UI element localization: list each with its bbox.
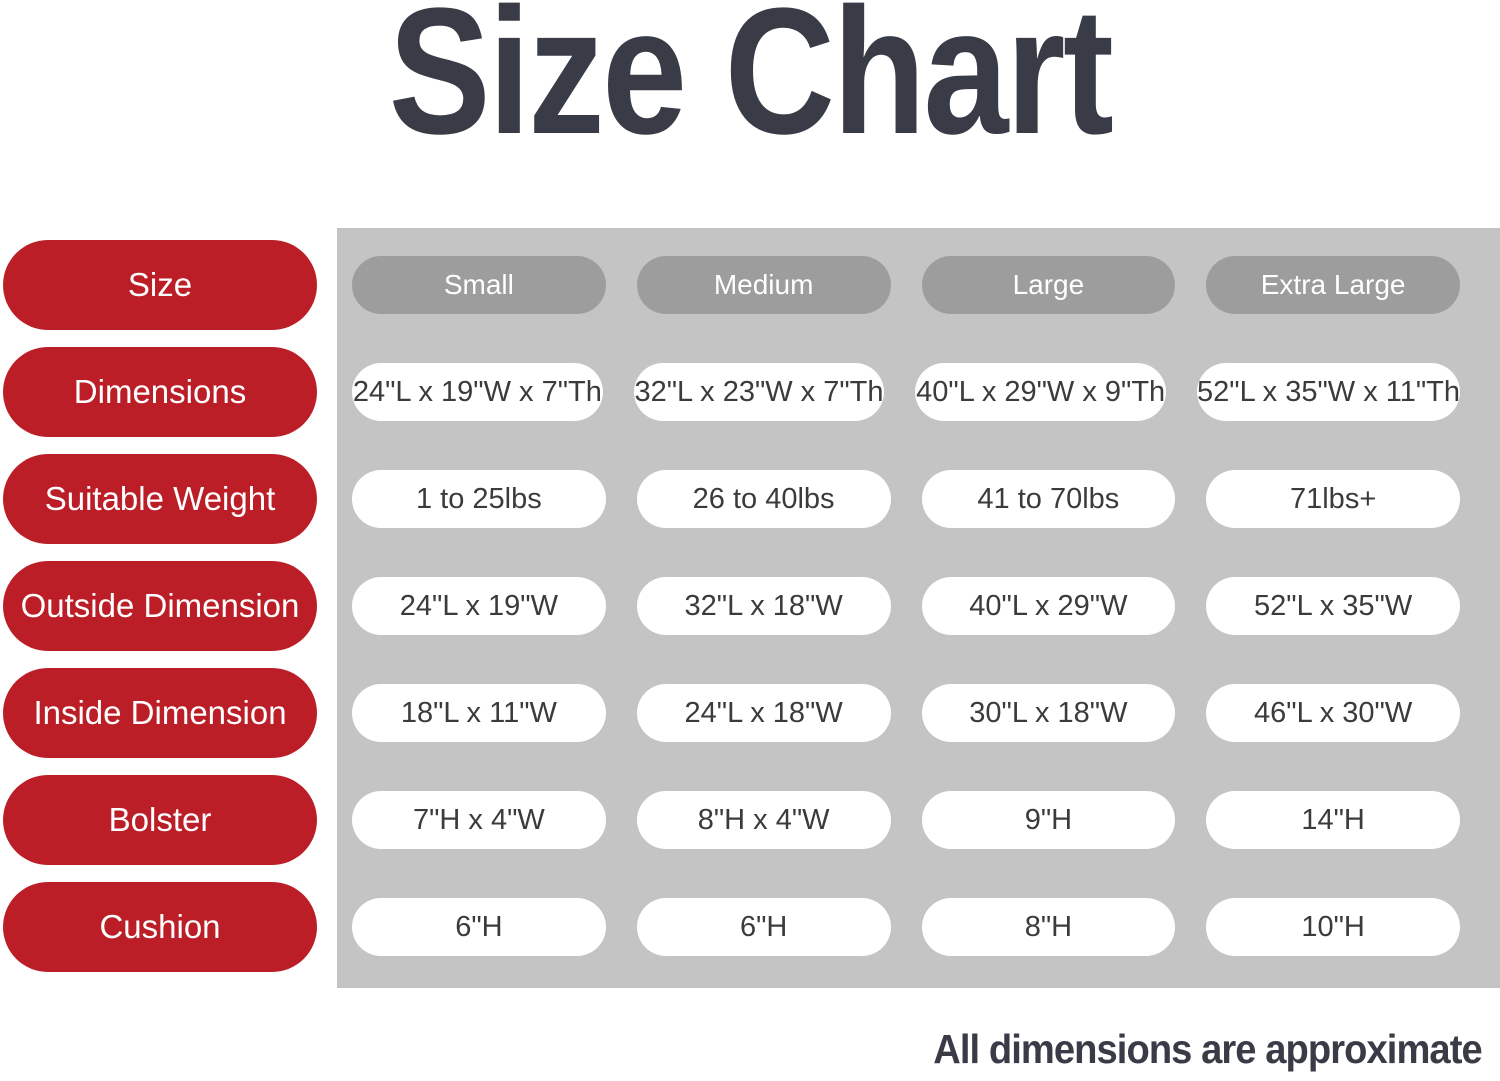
cell-dimensions-small: 24"L x 19"W x 7"Th [352, 363, 603, 421]
cell-cushion-small: 6"H [352, 898, 606, 956]
cell-suitable-weight-medium: 26 to 40lbs [636, 470, 891, 528]
cell-bolster-large: 9"H [921, 791, 1176, 849]
cell-outside-dimension-medium: 32"L x 18"W [636, 577, 891, 635]
cell-outside-dimension-large: 40"L x 29"W [921, 577, 1176, 635]
cell-cushion-large: 8"H [921, 898, 1176, 956]
table-row-suitable-weight-cells: 1 to 25lbs 26 to 40lbs 41 to 70lbs 71lbs+ [352, 470, 1460, 528]
table-row-cushion-cells: 6"H 6"H 8"H 10"H [352, 898, 1460, 956]
table-row-cushion: Cushion 6"H 6"H 8"H 10"H [3, 882, 1480, 972]
table-row-bolster-cells: 7"H x 4"W 8"H x 4"W 9"H 14"H [352, 791, 1460, 849]
cell-bolster-extra-large: 14"H [1206, 791, 1460, 849]
cell-outside-dimension-extra-large: 52"L x 35"W [1206, 577, 1460, 635]
column-header-medium: Medium [636, 256, 891, 314]
cell-bolster-medium: 8"H x 4"W [636, 791, 891, 849]
row-label-dimensions: Dimensions [3, 347, 317, 437]
table-row-outside-dimension-cells: 24"L x 19"W 32"L x 18"W 40"L x 29"W 52"L x … [352, 577, 1460, 635]
cell-outside-dimension-small: 24"L x 19"W [352, 577, 606, 635]
cell-cushion-medium: 6"H [636, 898, 891, 956]
page-title: Size Chart [388, 0, 1114, 172]
table-row-outside-dimension: Outside Dimension 24"L x 19"W 32"L x 18"W 4… [3, 561, 1480, 651]
column-header-large: Large [921, 256, 1176, 314]
table-row-inside-dimension-cells: 18"L x 11"W 24"L x 18"W 30"L x 18"W 46"L x … [352, 684, 1460, 742]
table-header-row-cells: Small Medium Large Extra Large [352, 256, 1460, 314]
cell-bolster-small: 7"H x 4"W [352, 791, 606, 849]
cell-inside-dimension-medium: 24"L x 18"W [636, 684, 891, 742]
cell-suitable-weight-small: 1 to 25lbs [352, 470, 606, 528]
footnote: All dimensions are approximate [933, 1026, 1483, 1072]
cell-suitable-weight-large: 41 to 70lbs [921, 470, 1176, 528]
table-row-bolster: Bolster 7"H x 4"W 8"H x 4"W 9"H 14"H [3, 775, 1480, 865]
row-label-cushion: Cushion [3, 882, 317, 972]
cell-dimensions-large: 40"L x 29"W x 9"Th [915, 363, 1167, 421]
row-label-size: Size [3, 240, 317, 330]
cell-dimensions-medium: 32"L x 23"W x 7"Th [633, 363, 885, 421]
cell-dimensions-extra-large: 52"L x 35"W x 11"Th [1197, 363, 1461, 421]
cell-inside-dimension-extra-large: 46"L x 30"W [1206, 684, 1460, 742]
row-label-suitable-weight: Suitable Weight [3, 454, 317, 544]
table-row-dimensions: Dimensions 24"L x 19"W x 7"Th 32"L x 23"W … [3, 347, 1480, 437]
cell-inside-dimension-large: 30"L x 18"W [921, 684, 1176, 742]
row-label-bolster: Bolster [3, 775, 317, 865]
column-header-extra-large: Extra Large [1206, 256, 1460, 314]
column-header-small: Small [352, 256, 606, 314]
table-row-dimensions-cells: 24"L x 19"W x 7"Th 32"L x 23"W x 7"Th 40"L… [352, 363, 1461, 421]
cell-suitable-weight-extra-large: 71lbs+ [1206, 470, 1460, 528]
row-label-inside-dimension: Inside Dimension [3, 668, 317, 758]
table-header-row: Size Small Medium Large Extra Large [3, 240, 1480, 330]
table-row-suitable-weight: Suitable Weight 1 to 25lbs 26 to 40lbs 41 t… [3, 454, 1480, 544]
cell-cushion-extra-large: 10"H [1206, 898, 1460, 956]
size-table: Size Small Medium Large Extra Large Dimension… [3, 240, 1480, 972]
table-row-inside-dimension: Inside Dimension 18"L x 11"W 24"L x 18"W 30… [3, 668, 1480, 758]
cell-inside-dimension-small: 18"L x 11"W [352, 684, 606, 742]
row-label-outside-dimension: Outside Dimension [3, 561, 317, 651]
